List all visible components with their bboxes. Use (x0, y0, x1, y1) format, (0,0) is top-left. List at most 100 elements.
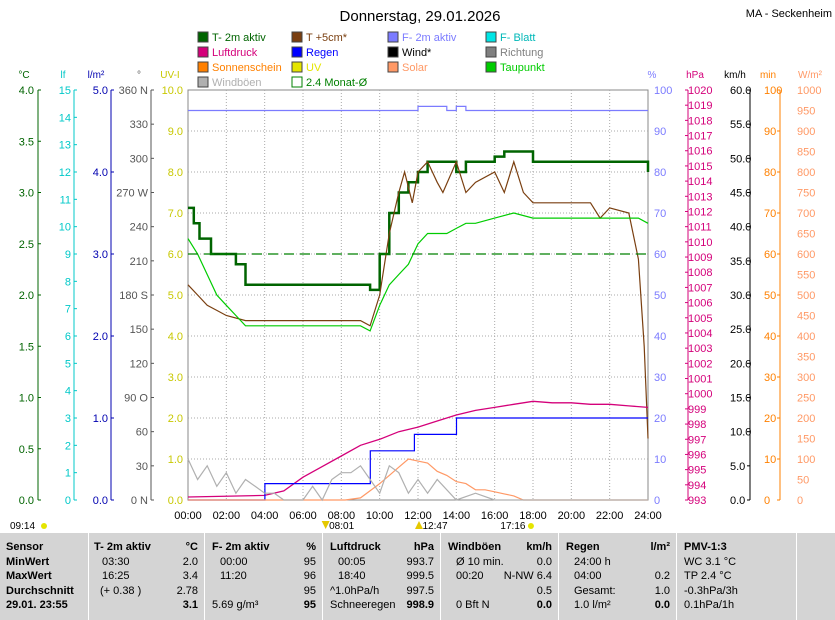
legend-swatch (485, 46, 497, 58)
stats-value: 997.5 (406, 584, 434, 597)
stats-pressure-column: Luftdruck hPa 00:05 993.7 18:40 999.5 ^1.0h… (330, 533, 436, 620)
axis-tick-label: 10.0 (162, 85, 183, 97)
axis-tick-label: 35.0 (730, 256, 751, 268)
axis-tick-label: 1006 (688, 298, 712, 310)
axis-tick-label: 6 (65, 331, 71, 343)
axis-tick-label: 30 (764, 372, 776, 384)
series-line (188, 417, 648, 501)
axis-tick-label: 450 (797, 311, 815, 323)
axis-tick-label: 1017 (688, 131, 712, 143)
time-tick-label: 18:00 (519, 510, 547, 522)
stats-rain-column: Regen l/m² 24:00 h 04:00 0.2 Gesamt: 1.0 1.… (566, 533, 672, 620)
axis-tick-label: 0 N (131, 495, 148, 507)
series-line (187, 400, 649, 498)
time-tick-label: 16:00 (481, 510, 509, 522)
axis-tick-label: 0.0 (19, 495, 34, 507)
axis-tick-label: 1011 (688, 222, 712, 234)
legend-swatch (197, 76, 209, 88)
axes: °C4.03.53.02.52.01.51.00.50.0lf151413121… (18, 70, 822, 507)
axis-pressure: hPa 1020 1019 1018 1017 1016 1015 1014 1013 1012 1… (685, 70, 712, 507)
axis-tick-label: 994 (688, 480, 706, 492)
grid (188, 90, 648, 500)
legend-item: T- 2m aktiv (197, 31, 266, 44)
axis-unit: hPa (686, 70, 704, 81)
legend-label: Regen (306, 47, 338, 59)
stats-gusts-unit: km/h (526, 541, 552, 553)
stats-time: 00:05 (338, 555, 366, 568)
axis-unit: ° (137, 70, 141, 81)
axis-tick-label: 200 (797, 413, 815, 425)
stats-value: 95 (303, 584, 316, 597)
axis-tick-label: 9 (65, 249, 71, 261)
stats-gusts-column: Windböen km/h Ø 10 min. 0.0 00:20 N-NW 6.4 … (448, 533, 554, 620)
stats-value: 2.0 (182, 555, 198, 568)
axis-tick-label: 90 (654, 126, 666, 138)
axis-tick-label: 30 (136, 461, 148, 473)
axis-unit: l/m² (88, 70, 105, 81)
legend: T- 2m aktiv T +5cm* F- 2m aktiv F- Blatt Luf… (197, 31, 545, 89)
stats-time: 04:00 (574, 570, 602, 582)
axis-tick-label: 2.0 (168, 413, 183, 425)
legend-label: UV (306, 62, 322, 74)
stats-label: Gesamt: (574, 584, 616, 597)
time-tick-label: 14:00 (443, 510, 471, 522)
axis-tick-label: 150 (797, 434, 815, 446)
stats-value: 0.0 (536, 555, 552, 568)
stats-time: 00:20 (456, 570, 484, 582)
axis-tick-label: 400 (797, 331, 815, 343)
stats-current-value: 0.0 (536, 599, 552, 611)
stats-t2m-head: T- 2m aktiv (94, 541, 151, 553)
stats-value: 0.5 (536, 584, 552, 597)
legend-swatch (291, 61, 303, 73)
legend-swatch (291, 46, 303, 58)
axis-tick-label: 999 (688, 404, 706, 416)
sunset-label: 17:16 (500, 521, 525, 532)
legend-item: T +5cm* (291, 31, 348, 44)
legend-item: Wind* (387, 46, 432, 59)
axis-wind: km/h 60.0 55.0 50.0 45.0 40.0 35.0 30.0 25.0 20.0… (724, 70, 751, 507)
axis-tick-label: 100 (797, 454, 815, 466)
axis-tick-label: 8 (65, 276, 71, 288)
axis-tick-label: 0 (65, 495, 71, 507)
time-tick-label: 10:00 (366, 510, 394, 522)
stats-label: Ø 10 min. (456, 555, 504, 568)
axis-tick-label: 60 (654, 249, 666, 261)
solar-noon-icon (415, 521, 424, 529)
stats-value: N-NW 6.4 (503, 570, 552, 582)
axis-unit: W/m² (798, 70, 823, 81)
axis-tick-label: 5.0 (730, 461, 745, 473)
series-layer (187, 105, 650, 502)
stats-gusts-head: Windböen (448, 541, 502, 553)
legend-label: Sonnenschein (212, 62, 282, 74)
axis-tick-label: 12 (59, 167, 71, 179)
axis-tick-label: 1007 (688, 282, 712, 294)
axis-tick-label: 20 (764, 413, 776, 425)
time-tick-label: 20:00 (558, 510, 586, 522)
legend-label: Taupunkt (500, 62, 545, 74)
axis-tick-label: 1015 (688, 161, 712, 173)
axis-tick-label: 1018 (688, 115, 712, 127)
divider (676, 533, 677, 620)
axis-tick-label: 7.0 (168, 208, 183, 220)
axis-tick-label: 350 (797, 352, 815, 364)
divider (558, 533, 559, 620)
legend-swatch (197, 61, 209, 73)
stats-beaufort: 0 Bft N (456, 599, 490, 611)
legend-item: 2.4 Monat-Ø (291, 76, 368, 89)
axis-tick-label: 3 (65, 413, 71, 425)
legend-item: Taupunkt (485, 61, 545, 74)
axis-tick-label: 300 (797, 372, 815, 384)
series-line (187, 458, 648, 502)
divider (322, 533, 323, 620)
axis-tick-label: 1016 (688, 146, 712, 158)
time-tick-label: 06:00 (289, 510, 317, 522)
time-tick-label: 12:00 (404, 510, 432, 522)
time-tick-label: 02:00 (213, 510, 241, 522)
axis-tick-label: 120 (130, 358, 148, 370)
sunrise-icon (321, 521, 330, 529)
time-tick-label: 22:00 (596, 510, 624, 522)
axis-tick-label: 50.0 (730, 153, 751, 165)
axis-tick-label: 1005 (688, 313, 712, 325)
axis-tick-label: 3.0 (19, 188, 34, 200)
stats-pmv-value: -0.3hPa/3h (684, 584, 738, 597)
